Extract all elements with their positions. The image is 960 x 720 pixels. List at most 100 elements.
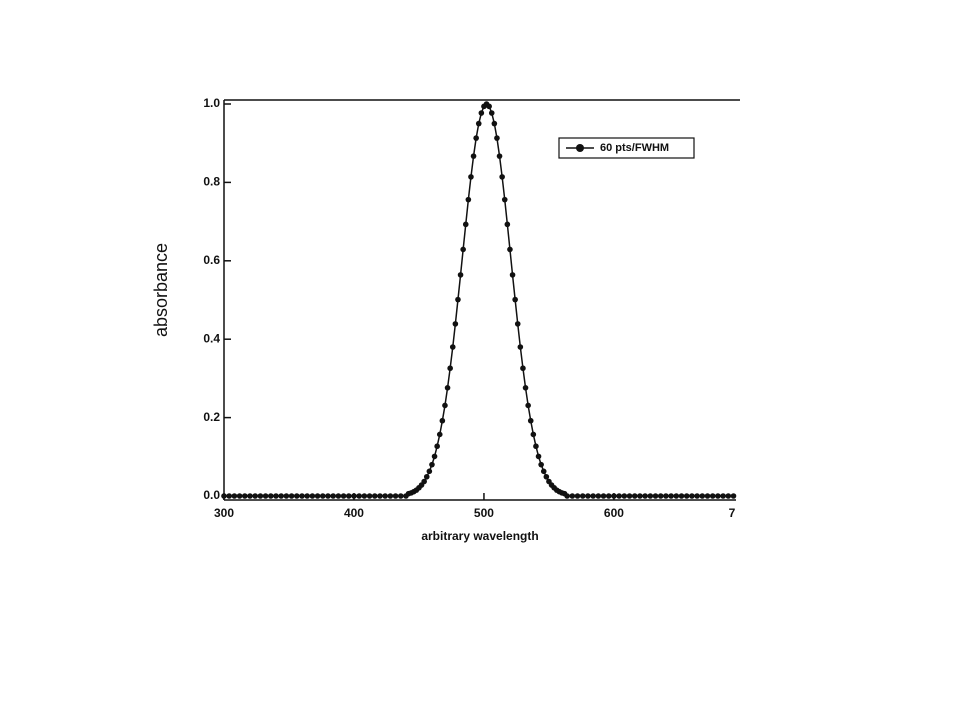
data-point (299, 493, 305, 499)
data-point (273, 493, 279, 499)
data-point (514, 321, 521, 327)
data-point (252, 493, 258, 499)
data-point (652, 493, 659, 499)
data-point (429, 461, 435, 468)
data-point (314, 493, 321, 499)
data-point (231, 493, 238, 499)
data-point (397, 493, 404, 499)
data-point (236, 493, 243, 499)
x-tick-label: 600 (604, 506, 624, 520)
data-point (663, 493, 669, 499)
data-point (455, 296, 461, 303)
data-point (278, 493, 284, 499)
data-point (525, 402, 531, 409)
x-tick-label: 500 (474, 506, 494, 520)
data-point (494, 135, 500, 141)
data-point (535, 453, 542, 460)
data-point (309, 493, 316, 499)
data-point (491, 120, 498, 127)
data-point (267, 493, 274, 499)
data-point (288, 493, 295, 499)
data-point (361, 493, 368, 499)
data-point (241, 493, 248, 499)
y-tick-label: 0.8 (203, 175, 220, 189)
data-point (673, 493, 680, 499)
data-point (501, 196, 508, 203)
data-point (449, 344, 456, 350)
data-point (504, 221, 511, 228)
data-point (473, 135, 479, 141)
data-point (569, 493, 576, 499)
y-tick-label: 0.0 (203, 488, 220, 502)
data-point (616, 493, 622, 499)
y-tick-label: 0.2 (203, 410, 220, 424)
data-point (382, 493, 388, 499)
legend-label: 60 pts/FWHM (600, 142, 669, 154)
data-point (527, 417, 534, 424)
data-point (507, 246, 513, 253)
data-point (509, 272, 516, 278)
data-point (262, 493, 269, 499)
legend-box (558, 137, 695, 159)
data-point (478, 110, 485, 116)
data-point (226, 493, 232, 499)
data-point (637, 493, 643, 499)
data-point (421, 478, 427, 485)
data-point (436, 431, 443, 438)
y-tick-label: 0.6 (203, 253, 220, 267)
x-tick-label: 400 (344, 506, 364, 520)
data-point (366, 493, 373, 499)
data-point (462, 221, 469, 228)
data-point (340, 493, 347, 499)
data-point (699, 493, 706, 499)
data-point (465, 196, 472, 203)
data-point (444, 385, 451, 391)
data-point (540, 468, 547, 475)
data-point (730, 493, 737, 499)
series-line (224, 102, 734, 497)
data-point (457, 272, 464, 278)
data-point (486, 103, 492, 110)
data-point (512, 296, 518, 303)
data-point (319, 493, 326, 499)
data-point (423, 473, 430, 480)
data-point (595, 493, 602, 499)
data-point (335, 493, 342, 499)
data-point (631, 493, 638, 499)
data-point (377, 493, 383, 499)
data-point (283, 493, 290, 499)
legend-marker (576, 144, 584, 152)
data-point (590, 493, 596, 499)
data-point (431, 453, 438, 460)
data-point (657, 493, 664, 499)
data-point (442, 402, 448, 409)
x-tick-label: 300 (214, 506, 234, 520)
data-point (704, 493, 711, 499)
data-point (499, 174, 505, 180)
data-point (621, 493, 628, 499)
data-point (709, 493, 716, 499)
data-point (304, 493, 310, 499)
data-point (538, 461, 544, 468)
data-point (725, 493, 732, 499)
data-point (257, 493, 264, 499)
data-point (460, 246, 466, 253)
y-axis-label: absorbance (151, 243, 171, 337)
data-point (522, 385, 529, 391)
data-point (371, 493, 378, 499)
data-point (247, 493, 253, 499)
data-point (475, 120, 482, 127)
data-point (293, 493, 300, 499)
data-point (330, 493, 336, 499)
data-point (468, 174, 474, 180)
data-point (579, 493, 586, 499)
data-point (694, 493, 700, 499)
data-point (533, 443, 539, 450)
data-point (611, 493, 617, 499)
data-point (600, 493, 607, 499)
data-point (720, 493, 726, 499)
y-tick-label: 0.4 (203, 331, 220, 345)
data-point (434, 443, 440, 450)
data-point (345, 493, 352, 499)
data-point (356, 493, 362, 499)
